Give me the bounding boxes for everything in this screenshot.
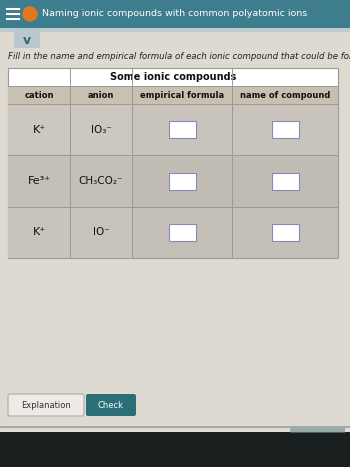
FancyBboxPatch shape [0, 321, 350, 324]
FancyBboxPatch shape [0, 354, 350, 357]
FancyBboxPatch shape [168, 172, 196, 190]
FancyBboxPatch shape [0, 414, 350, 417]
FancyBboxPatch shape [0, 387, 350, 390]
FancyBboxPatch shape [0, 393, 350, 396]
FancyBboxPatch shape [0, 390, 350, 393]
Text: empirical formula: empirical formula [140, 91, 224, 99]
FancyBboxPatch shape [70, 207, 132, 258]
FancyBboxPatch shape [232, 207, 338, 258]
FancyBboxPatch shape [0, 411, 350, 414]
FancyBboxPatch shape [0, 351, 350, 354]
FancyBboxPatch shape [0, 378, 350, 381]
FancyBboxPatch shape [132, 104, 232, 156]
FancyBboxPatch shape [8, 68, 338, 258]
Text: cation: cation [24, 91, 54, 99]
FancyBboxPatch shape [0, 345, 350, 348]
FancyBboxPatch shape [70, 104, 132, 156]
FancyBboxPatch shape [132, 86, 232, 104]
Text: Naming ionic compounds with common polyatomic ions: Naming ionic compounds with common polya… [42, 9, 307, 19]
FancyBboxPatch shape [0, 384, 350, 387]
FancyBboxPatch shape [0, 300, 350, 303]
Text: K⁺: K⁺ [33, 227, 46, 237]
FancyBboxPatch shape [0, 306, 350, 309]
Text: name of compound: name of compound [240, 91, 330, 99]
FancyBboxPatch shape [132, 156, 232, 207]
FancyBboxPatch shape [8, 156, 70, 207]
FancyBboxPatch shape [168, 224, 196, 241]
FancyBboxPatch shape [290, 428, 345, 433]
FancyBboxPatch shape [14, 28, 40, 48]
FancyBboxPatch shape [0, 366, 350, 369]
FancyBboxPatch shape [0, 348, 350, 351]
FancyBboxPatch shape [0, 385, 350, 425]
FancyBboxPatch shape [272, 172, 299, 190]
Text: IO⁻: IO⁻ [93, 227, 109, 237]
FancyBboxPatch shape [272, 224, 299, 241]
Text: Fe³⁺: Fe³⁺ [27, 176, 50, 186]
FancyBboxPatch shape [0, 375, 350, 378]
FancyBboxPatch shape [0, 318, 350, 321]
Circle shape [23, 7, 37, 21]
FancyBboxPatch shape [0, 363, 350, 366]
FancyBboxPatch shape [0, 432, 350, 467]
FancyBboxPatch shape [0, 396, 350, 399]
Text: CH₃CO₂⁻: CH₃CO₂⁻ [79, 176, 123, 186]
FancyBboxPatch shape [0, 357, 350, 360]
FancyBboxPatch shape [0, 339, 350, 342]
FancyBboxPatch shape [8, 394, 84, 416]
FancyBboxPatch shape [0, 28, 350, 418]
Text: Check: Check [98, 401, 124, 410]
FancyBboxPatch shape [232, 86, 338, 104]
Text: IO₃⁻: IO₃⁻ [91, 125, 111, 134]
Text: Some ionic compounds: Some ionic compounds [110, 72, 236, 82]
FancyBboxPatch shape [168, 121, 196, 138]
FancyBboxPatch shape [70, 156, 132, 207]
FancyBboxPatch shape [8, 86, 70, 104]
FancyBboxPatch shape [232, 156, 338, 207]
FancyBboxPatch shape [0, 330, 350, 333]
Text: Fill in the name and empirical formula of each ionic compound that could be form: Fill in the name and empirical formula o… [8, 52, 350, 61]
FancyBboxPatch shape [8, 104, 70, 156]
FancyBboxPatch shape [0, 369, 350, 372]
FancyBboxPatch shape [0, 360, 350, 363]
FancyBboxPatch shape [0, 408, 350, 411]
FancyBboxPatch shape [0, 405, 350, 408]
FancyBboxPatch shape [0, 315, 350, 318]
FancyBboxPatch shape [272, 121, 299, 138]
FancyBboxPatch shape [0, 309, 350, 312]
FancyBboxPatch shape [86, 394, 136, 416]
Text: Explanation: Explanation [21, 401, 71, 410]
FancyBboxPatch shape [0, 402, 350, 405]
FancyBboxPatch shape [70, 86, 132, 104]
FancyBboxPatch shape [132, 207, 232, 258]
FancyBboxPatch shape [0, 342, 350, 345]
FancyBboxPatch shape [0, 399, 350, 402]
FancyBboxPatch shape [0, 327, 350, 330]
FancyBboxPatch shape [0, 324, 350, 327]
FancyBboxPatch shape [0, 381, 350, 384]
FancyBboxPatch shape [232, 104, 338, 156]
FancyBboxPatch shape [0, 312, 350, 315]
FancyBboxPatch shape [0, 333, 350, 336]
FancyBboxPatch shape [0, 336, 350, 339]
FancyBboxPatch shape [0, 0, 350, 28]
Text: v: v [23, 34, 31, 47]
Text: anion: anion [88, 91, 114, 99]
FancyBboxPatch shape [0, 417, 350, 420]
FancyBboxPatch shape [0, 303, 350, 306]
FancyBboxPatch shape [8, 207, 70, 258]
FancyBboxPatch shape [0, 28, 350, 32]
FancyBboxPatch shape [0, 372, 350, 375]
Text: K⁺: K⁺ [33, 125, 46, 134]
